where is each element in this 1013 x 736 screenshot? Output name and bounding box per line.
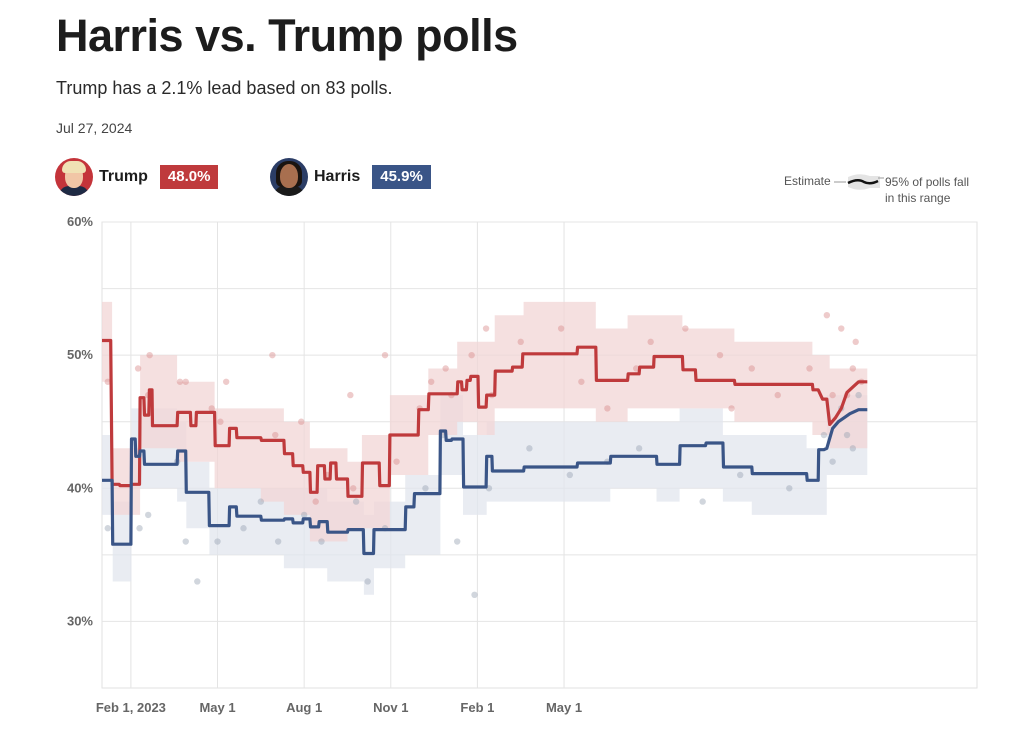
x-tick-label: May 1 bbox=[546, 700, 582, 715]
harris-poll-point bbox=[352, 498, 360, 505]
trump-poll-point bbox=[748, 365, 755, 372]
trump-poll-point bbox=[146, 351, 153, 359]
trump-poll-point bbox=[482, 325, 490, 332]
trump-poll-point bbox=[442, 365, 449, 372]
trump-legend: Trump 48.0% bbox=[55, 157, 219, 197]
y-tick-label: 50% bbox=[67, 347, 93, 362]
harris-value-badge: 45.9% bbox=[372, 165, 431, 189]
trump-poll-point bbox=[852, 338, 859, 346]
trump-poll-point bbox=[134, 365, 142, 372]
harris-poll-point bbox=[364, 578, 371, 585]
harris-poll-point bbox=[855, 391, 862, 399]
x-tick-label: Feb 1, 2023 bbox=[96, 700, 166, 715]
trump-estimate-line bbox=[102, 338, 868, 498]
harris-poll-point bbox=[699, 498, 706, 505]
harris-poll-point bbox=[786, 485, 793, 492]
harris-poll-point bbox=[257, 498, 265, 505]
trump-poll-point bbox=[468, 351, 475, 359]
y-tick-label: 30% bbox=[67, 613, 93, 628]
harris-avatar bbox=[270, 158, 308, 196]
trump-poll-point bbox=[806, 365, 813, 372]
trump-poll-point bbox=[208, 405, 215, 412]
harris-legend: Harris 45.9% bbox=[270, 157, 431, 197]
harris-poll-point bbox=[145, 511, 152, 519]
trump-poll-point bbox=[823, 312, 831, 319]
trump-name: Trump bbox=[99, 168, 148, 185]
trump-poll-point bbox=[381, 351, 389, 359]
trump-poll-point bbox=[647, 338, 654, 346]
trump-poll-point bbox=[838, 325, 845, 332]
trump-poll-point bbox=[849, 365, 857, 372]
harris-poll-point bbox=[240, 525, 247, 532]
trump-poll-point bbox=[350, 485, 357, 492]
legend-range-line1: 95% of polls fall bbox=[885, 175, 970, 189]
harris-poll-point bbox=[820, 431, 828, 439]
harris-poll-point bbox=[566, 471, 574, 479]
lead-summary: Trump has a 2.1% lead based on 83 polls. bbox=[56, 78, 393, 98]
harris-poll-point bbox=[635, 445, 643, 452]
harris-poll-point bbox=[453, 538, 461, 545]
harris-poll-point bbox=[737, 471, 744, 479]
trump-poll-point bbox=[682, 325, 689, 332]
trump-poll-point bbox=[428, 378, 435, 385]
trump-range-band bbox=[102, 301, 868, 542]
harris-name: Harris bbox=[314, 168, 361, 185]
trump-poll-point bbox=[728, 405, 735, 412]
trump-poll-point bbox=[312, 498, 319, 505]
harris-poll-point bbox=[274, 538, 282, 545]
harris-estimate-line bbox=[102, 408, 868, 556]
trump-poll-point bbox=[272, 431, 279, 439]
trump-poll-point bbox=[604, 405, 611, 412]
y-tick-label: 60% bbox=[67, 214, 93, 229]
harris-poll-point bbox=[104, 525, 111, 532]
harris-poll-point bbox=[214, 538, 221, 545]
trump-poll-point bbox=[774, 391, 781, 399]
x-tick-label: Aug 1 bbox=[286, 700, 322, 715]
trump-value-badge: 48.0% bbox=[159, 165, 219, 189]
trump-poll-point bbox=[222, 378, 230, 385]
trump-avatar bbox=[55, 158, 93, 196]
trump-poll-point bbox=[176, 378, 184, 385]
harris-poll-point bbox=[829, 458, 836, 465]
legend-band-icon bbox=[834, 174, 884, 190]
legend-range-label: 95% of polls fall in this range bbox=[885, 174, 969, 206]
harris-poll-point bbox=[422, 485, 429, 492]
trump-poll-point bbox=[298, 418, 305, 425]
trump-poll-point bbox=[829, 391, 836, 399]
harris-poll-point bbox=[526, 445, 533, 452]
harris-poll-point bbox=[318, 538, 325, 545]
trump-poll-point bbox=[578, 378, 585, 385]
as-of-date: Jul 27, 2024 bbox=[56, 120, 133, 136]
harris-poll-point bbox=[843, 431, 851, 439]
trump-poll-point bbox=[182, 378, 189, 385]
trump-poll-point bbox=[269, 351, 276, 359]
trump-poll-point bbox=[716, 351, 724, 359]
trump-poll-point bbox=[393, 458, 400, 465]
trump-poll-point bbox=[557, 325, 565, 332]
trump-poll-point bbox=[517, 338, 524, 346]
legend-estimate-label: Estimate bbox=[784, 174, 831, 188]
harris-poll-point bbox=[182, 538, 189, 545]
harris-poll-point bbox=[136, 525, 143, 532]
poll-chart: 30% 40% 50% 60% Feb 1, 2023 May 1 Aug 1 Nov 1 Fe… bbox=[67, 214, 978, 715]
trump-poll-point bbox=[104, 378, 111, 385]
page-title: Harris vs. Trump polls bbox=[56, 10, 518, 61]
trump-poll-point bbox=[347, 391, 354, 399]
harris-poll-point bbox=[194, 578, 201, 585]
x-tick-label: May 1 bbox=[199, 700, 235, 715]
legend-range-line2: in this range bbox=[885, 191, 951, 205]
trump-poll-point bbox=[217, 418, 224, 425]
harris-poll-point bbox=[471, 591, 478, 598]
harris-poll-point bbox=[849, 445, 857, 452]
y-tick-label: 40% bbox=[67, 480, 93, 495]
x-tick-label: Nov 1 bbox=[373, 700, 408, 715]
x-tick-label: Feb 1 bbox=[460, 700, 494, 715]
harris-poll-point bbox=[300, 511, 308, 519]
